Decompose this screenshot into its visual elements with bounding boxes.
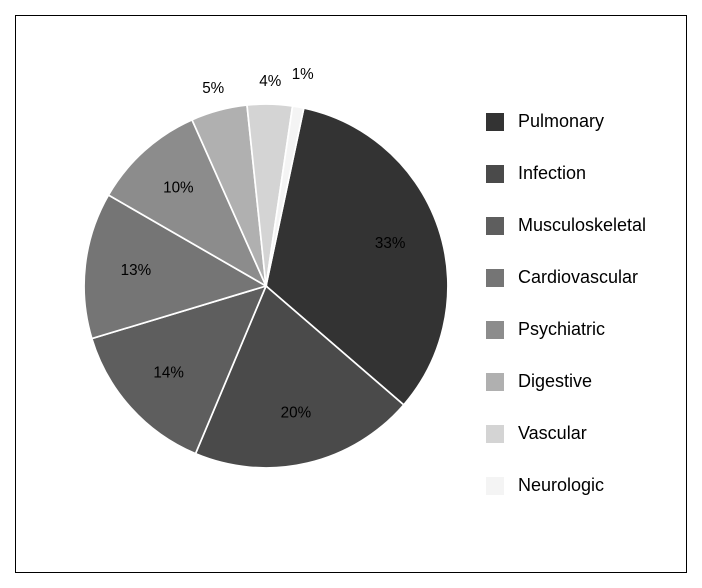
pie-chart: 33% 20% 14% 13% 10% 5% 4% 1% xyxy=(46,66,486,506)
pie-label-digestive: 5% xyxy=(202,80,224,97)
pie-label-neurologic: 1% xyxy=(292,66,314,83)
pie-slices xyxy=(84,104,448,468)
legend: Pulmonary Infection Musculoskeletal Cardiov… xyxy=(486,111,656,527)
legend-swatch xyxy=(486,269,504,287)
legend-label: Neurologic xyxy=(518,475,604,496)
legend-label: Cardiovascular xyxy=(518,267,638,288)
pie-label-psychiatric: 10% xyxy=(163,180,193,197)
pie-label-cardiovascular: 13% xyxy=(121,262,151,279)
pie-svg: 33% 20% 14% 13% 10% 5% 4% 1% xyxy=(46,66,486,506)
legend-swatch xyxy=(486,321,504,339)
legend-label: Digestive xyxy=(518,371,592,392)
legend-item-psychiatric: Psychiatric xyxy=(486,319,656,340)
legend-item-neurologic: Neurologic xyxy=(486,475,656,496)
pie-label-musculoskeletal: 14% xyxy=(153,365,183,382)
legend-swatch xyxy=(486,165,504,183)
legend-swatch xyxy=(486,477,504,495)
legend-swatch xyxy=(486,113,504,131)
legend-item-cardiovascular: Cardiovascular xyxy=(486,267,656,288)
pie-label-vascular: 4% xyxy=(259,73,281,90)
legend-label: Pulmonary xyxy=(518,111,604,132)
legend-swatch xyxy=(486,425,504,443)
legend-label: Musculoskeletal xyxy=(518,215,646,236)
pie-label-infection: 20% xyxy=(281,405,311,422)
pie-label-pulmonary: 33% xyxy=(375,235,405,252)
legend-label: Psychiatric xyxy=(518,319,605,340)
frame: 33% 20% 14% 13% 10% 5% 4% 1% Pulmonary Infection… xyxy=(0,0,702,588)
legend-swatch xyxy=(486,373,504,391)
legend-item-pulmonary: Pulmonary xyxy=(486,111,656,132)
legend-item-vascular: Vascular xyxy=(486,423,656,444)
legend-item-digestive: Digestive xyxy=(486,371,656,392)
legend-swatch xyxy=(486,217,504,235)
legend-label: Infection xyxy=(518,163,586,184)
legend-item-musculoskeletal: Musculoskeletal xyxy=(486,215,656,236)
legend-label: Vascular xyxy=(518,423,587,444)
chart-panel: 33% 20% 14% 13% 10% 5% 4% 1% Pulmonary Infection… xyxy=(15,15,687,573)
legend-item-infection: Infection xyxy=(486,163,656,184)
